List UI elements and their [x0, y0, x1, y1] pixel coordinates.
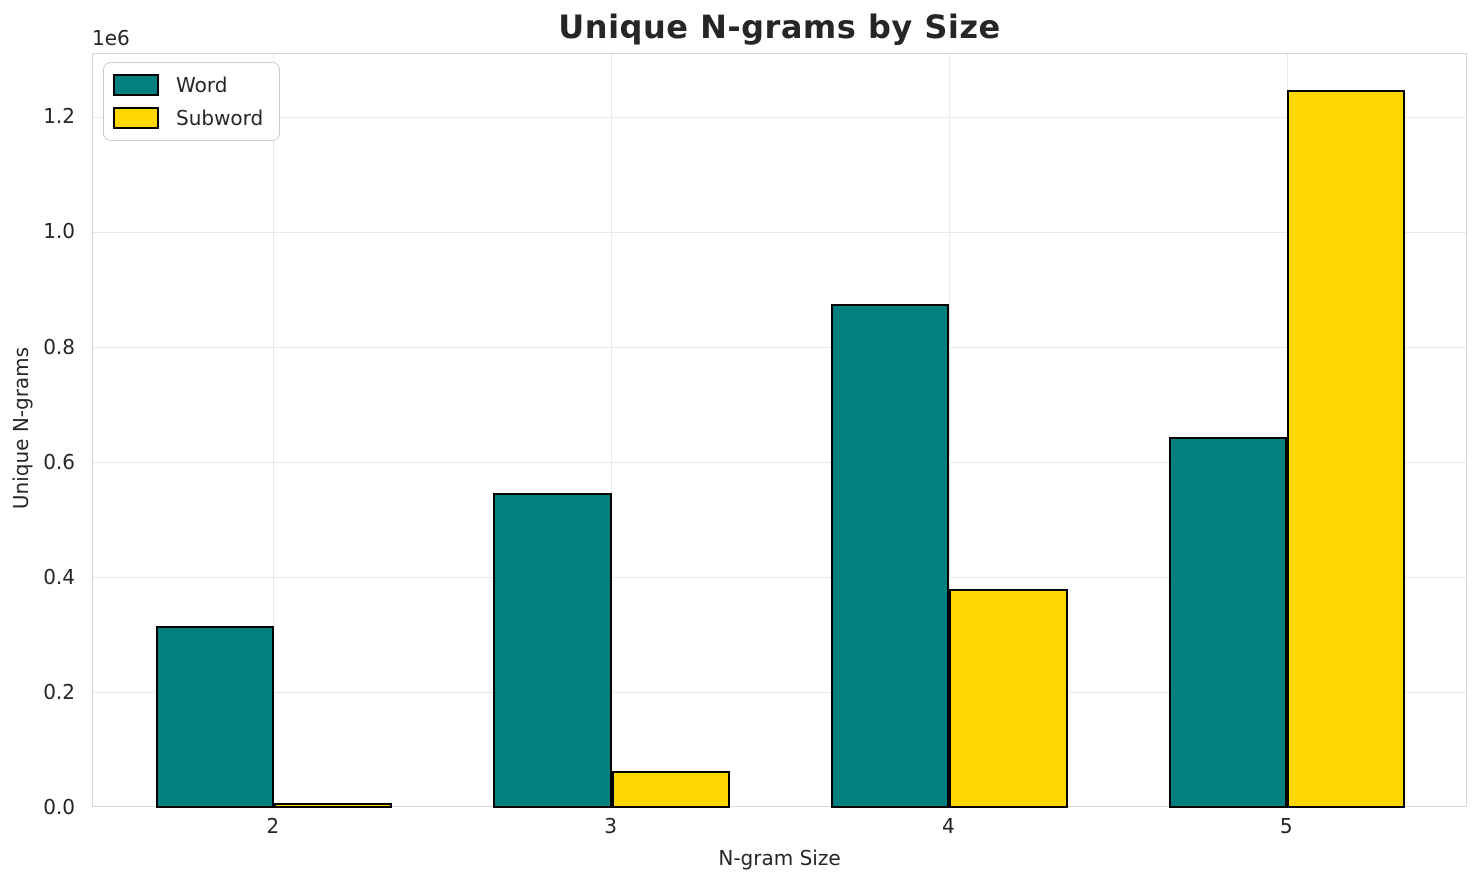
gridline-horizontal — [93, 462, 1466, 464]
legend-item-subword: Subword — [113, 107, 263, 129]
legend-item-word: Word — [113, 74, 263, 96]
legend: Word Subword — [103, 62, 281, 141]
bar-subword-4 — [949, 588, 1068, 808]
bar-word-4 — [831, 303, 950, 808]
gridline-vertical — [273, 54, 275, 806]
gridline-vertical — [948, 54, 950, 806]
legend-swatch-subword — [113, 107, 159, 129]
y-tick-label: 0.2 — [43, 679, 75, 704]
plot-area: Word Subword — [92, 53, 1467, 808]
bar-word-2 — [155, 626, 274, 808]
bar-word-3 — [493, 492, 612, 808]
gridline-horizontal — [93, 692, 1466, 694]
x-tick-label: 5 — [1279, 814, 1293, 838]
y-tick-label: 1.0 — [43, 219, 75, 244]
bar-subword-5 — [1287, 90, 1406, 808]
y-axis-label: Unique N-grams — [9, 346, 33, 510]
y-tick-label: 0.4 — [43, 564, 75, 589]
x-axis-label: N-gram Size — [718, 846, 841, 870]
legend-swatch-word — [113, 74, 159, 96]
gridline-horizontal — [93, 347, 1466, 349]
x-tick-label: 3 — [604, 814, 617, 838]
bar-subword-2 — [273, 802, 392, 808]
chart-title: Unique N-grams by Size — [558, 8, 1001, 46]
legend-label-word: Word — [176, 73, 228, 97]
bar-word-5 — [1169, 436, 1288, 808]
y-tick-label: 1.2 — [43, 104, 75, 129]
gridline-vertical — [611, 54, 613, 806]
y-tick-label: 0.6 — [43, 449, 75, 474]
y-tick-label: 0.0 — [43, 795, 75, 819]
x-tick-label: 4 — [942, 814, 955, 838]
y-tick-label: 0.8 — [43, 334, 75, 359]
y-axis-offset-label: 1e6 — [92, 26, 130, 50]
x-tick-label: 2 — [266, 814, 280, 838]
legend-label-subword: Subword — [176, 106, 264, 130]
bar-subword-3 — [611, 771, 730, 808]
gridline-horizontal — [93, 116, 1466, 118]
gridline-horizontal — [93, 577, 1466, 579]
gridline-horizontal — [93, 231, 1466, 233]
